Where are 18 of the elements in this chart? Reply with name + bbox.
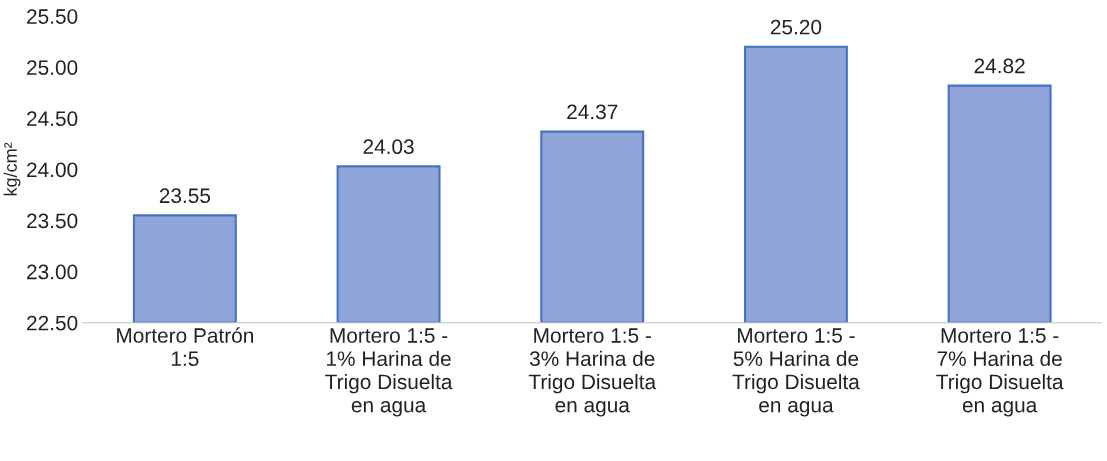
x-tick-label: Mortero 1:5 - 3% Harina de Trigo Disuelta en agua <box>528 328 657 417</box>
data-label: 25.20 <box>770 19 822 35</box>
data-label: 24.37 <box>567 104 618 120</box>
y-tick-label: 23.50 <box>27 213 78 229</box>
data-label: 23.55 <box>159 188 211 204</box>
x-tick-label: Mortero 1:5 - 1% Harina de Trigo Disuelta en agua <box>325 328 453 417</box>
y-axis-title: kg/cm² <box>3 142 21 196</box>
data-label: 24.03 <box>363 139 414 155</box>
y-tick-label: 24.00 <box>27 162 78 178</box>
x-tick-label: Mortero 1:5 - 5% Harina de Trigo Disuelta en agua <box>732 328 860 417</box>
y-tick-label: 23.00 <box>27 264 78 280</box>
x-tick-label: Mortero Patrón 1:5 <box>117 327 253 367</box>
y-tick-label: 24.50 <box>27 111 78 127</box>
data-label: 24.82 <box>974 58 1025 74</box>
y-tick-label: 25.50 <box>27 9 78 24</box>
x-tick-label: Mortero 1:5 - 7% Harina de Trigo Disuelta en agua <box>936 328 1064 417</box>
y-tick-label: 25.00 <box>27 60 78 75</box>
y-tick-label: 22.50 <box>27 315 78 331</box>
